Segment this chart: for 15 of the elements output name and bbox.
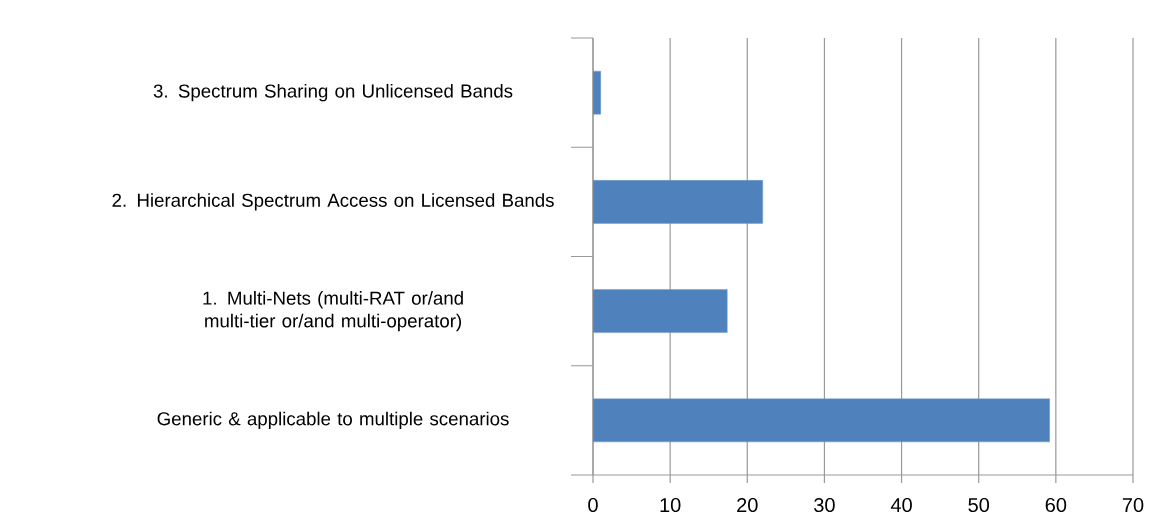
x-tick-label: 70	[1122, 497, 1144, 513]
bar	[593, 398, 1050, 443]
y-tick-label: Generic & applicable to multiple scenarios	[157, 411, 509, 430]
x-tick-label: 60	[1045, 497, 1067, 513]
y-tick-label: 2. Hierarchical Spectrum Access on Licensed Bands	[112, 193, 554, 211]
x-tick-label: 30	[814, 497, 835, 513]
x-tick-label: 20	[737, 497, 758, 513]
x-tick-label: 50	[968, 497, 990, 513]
y-tick-label: 1. Multi-Nets (multi-RAT or/and multi-tier or/and multi-operator)	[203, 291, 463, 332]
x-tick-label: 10	[660, 497, 681, 513]
y-tick-label: 3. Spectrum Sharing on Unlicensed Bands	[153, 83, 513, 102]
bar	[593, 180, 763, 224]
x-tick-label: 0	[588, 497, 598, 513]
x-tick-label: 40	[890, 497, 912, 513]
bar	[593, 289, 728, 333]
